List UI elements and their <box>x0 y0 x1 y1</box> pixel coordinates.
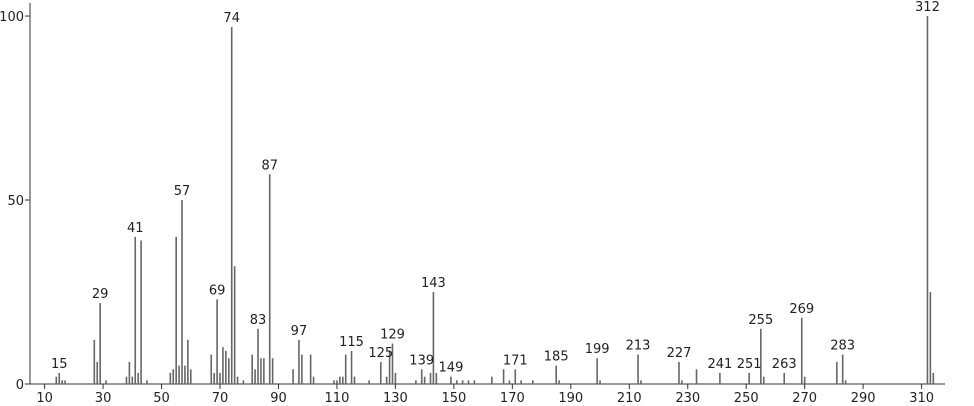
peak-label: 269 <box>789 302 814 317</box>
x-tick-label: 190 <box>558 391 583 406</box>
peak-label: 69 <box>209 283 226 298</box>
peak-label: 139 <box>409 353 434 368</box>
x-tick-label: 10 <box>36 391 53 406</box>
x-tick-label: 230 <box>675 391 700 406</box>
peak-label: 97 <box>291 324 308 339</box>
peak-label: 129 <box>380 328 405 343</box>
x-tick-label: 90 <box>270 391 287 406</box>
y-tick-label: 0 <box>16 378 24 393</box>
peak-label: 312 <box>915 0 940 15</box>
x-tick-label: 50 <box>153 391 170 406</box>
x-tick-label: 270 <box>792 391 817 406</box>
x-tick-label: 110 <box>325 391 350 406</box>
peak-label: 283 <box>830 339 855 354</box>
peak-label: 87 <box>261 158 278 173</box>
peak-label: 57 <box>174 184 191 199</box>
x-tick-label: 170 <box>500 391 525 406</box>
x-tick-label: 310 <box>909 391 934 406</box>
peak-label: 263 <box>772 357 797 372</box>
y-tick-label: 100 <box>0 10 24 25</box>
x-tick-label: 70 <box>212 391 229 406</box>
peak-label: 255 <box>748 313 773 328</box>
x-tick-label: 150 <box>441 391 466 406</box>
peak-label: 185 <box>544 350 569 365</box>
x-tick-label: 210 <box>617 391 642 406</box>
peak-label: 125 <box>368 346 393 361</box>
x-tick-label: 30 <box>95 391 112 406</box>
peak-label: 74 <box>223 11 240 26</box>
x-tick-label: 290 <box>851 391 876 406</box>
peak-label: 213 <box>626 339 651 354</box>
x-tick-label: 130 <box>383 391 408 406</box>
peak-label: 143 <box>421 276 446 291</box>
y-tick-label: 50 <box>7 194 24 209</box>
peak-label: 251 <box>737 357 762 372</box>
x-tick-label: 250 <box>734 391 759 406</box>
peak-label: 227 <box>667 346 692 361</box>
peak-label: 15 <box>51 357 68 372</box>
peak-label: 199 <box>585 342 610 357</box>
peak-label: 115 <box>339 335 364 350</box>
peak-label: 83 <box>250 313 267 328</box>
peak-label: 171 <box>503 353 528 368</box>
peak-label: 41 <box>127 221 144 236</box>
peak-label: 29 <box>92 287 109 302</box>
peak-label: 149 <box>439 361 464 376</box>
peak-label: 241 <box>707 357 732 372</box>
